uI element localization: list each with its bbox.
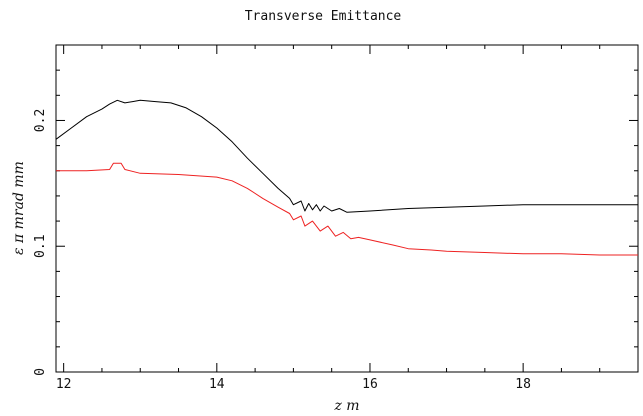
x-tick-label: 12	[56, 377, 72, 392]
y-tick-label: 0.2	[33, 109, 48, 132]
x-tick-label: 16	[362, 377, 378, 392]
y-tick-label: 0.1	[33, 234, 48, 257]
series-line-2	[56, 162, 638, 256]
y-axis-label: ε π mrad mm	[11, 161, 27, 255]
chart-title: Transverse Emittance	[245, 9, 402, 24]
x-tick-label: 18	[515, 377, 531, 392]
x-axis-label: z m	[333, 398, 359, 414]
x-tick-label: 14	[209, 377, 225, 392]
series-line-1	[55, 99, 638, 213]
series-layer	[55, 99, 638, 256]
y-tick-label: 0	[33, 368, 48, 376]
axis-ticks: 12 14 16 18 0 0.1 0.2	[33, 44, 639, 392]
plot-frame	[55, 44, 639, 373]
